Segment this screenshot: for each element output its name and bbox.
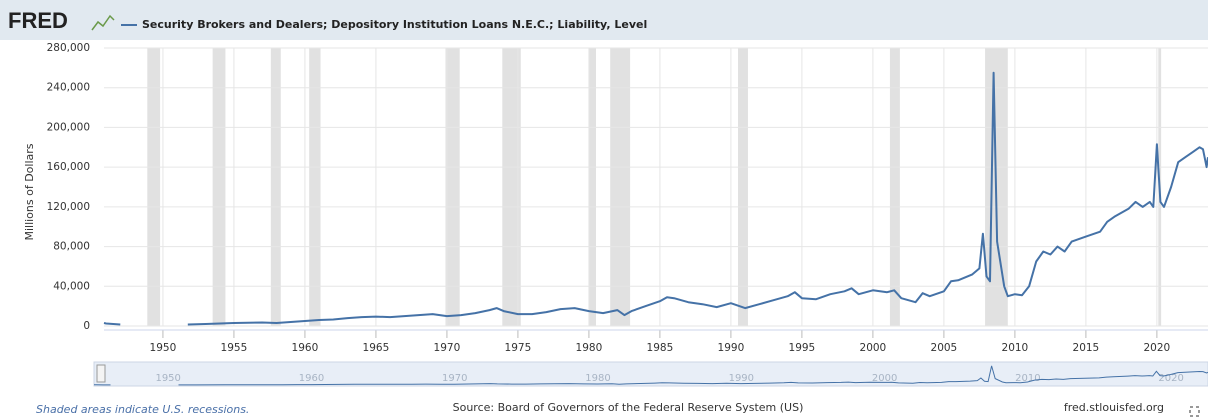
x-tick-label: 1975 bbox=[505, 342, 532, 354]
x-tick-label: 1980 bbox=[576, 342, 603, 354]
x-tick-label: 2000 bbox=[860, 342, 887, 354]
x-tick-label: 1970 bbox=[434, 342, 461, 354]
navigator-label: 1950 bbox=[155, 373, 180, 384]
recession-band bbox=[738, 48, 748, 326]
x-tick-label: 2005 bbox=[931, 342, 958, 354]
navigator-label: 2020 bbox=[1158, 373, 1183, 384]
x-tick-label: 1955 bbox=[221, 342, 248, 354]
y-tick-label: 200,000 bbox=[47, 121, 90, 133]
navigator-label: 1990 bbox=[729, 373, 754, 384]
recession-band bbox=[270, 48, 281, 326]
recession-band bbox=[889, 48, 900, 326]
logo: FRED bbox=[8, 8, 68, 33]
site: fred.stlouisfed.org bbox=[1064, 401, 1164, 414]
x-tick-label: 1950 bbox=[150, 342, 177, 354]
x-tick-label: 1995 bbox=[789, 342, 816, 354]
y-tick-label: 240,000 bbox=[47, 82, 90, 94]
recession-band bbox=[212, 48, 226, 326]
navigator[interactable] bbox=[93, 361, 1208, 387]
y-tick-label: 160,000 bbox=[47, 161, 90, 173]
series-line bbox=[103, 71, 1208, 326]
x-tick-label: 1990 bbox=[718, 342, 745, 354]
x-tick-label: 2020 bbox=[1144, 342, 1171, 354]
navigator-label: 2010 bbox=[1015, 373, 1040, 384]
header-band bbox=[0, 0, 1208, 40]
source: Source: Board of Governors of the Federa… bbox=[453, 401, 804, 414]
recession-band bbox=[610, 48, 631, 326]
y-tick-label: 0 bbox=[83, 320, 90, 332]
recession-band bbox=[309, 48, 321, 326]
navigator-label: 1960 bbox=[299, 373, 324, 384]
x-tick-label: 1985 bbox=[647, 342, 674, 354]
y-tick-label: 80,000 bbox=[53, 241, 90, 253]
navigator-label: 1970 bbox=[442, 373, 467, 384]
logo-icon bbox=[91, 14, 115, 31]
recession-band bbox=[445, 48, 460, 326]
resize-icon bbox=[1189, 406, 1200, 417]
y-tick-label: 40,000 bbox=[53, 280, 90, 292]
y-tick-label: 280,000 bbox=[47, 42, 90, 54]
y-axis-label: Millions of Dollars bbox=[23, 143, 36, 240]
recession-band bbox=[147, 48, 161, 326]
navigator-handle[interactable] bbox=[96, 364, 106, 383]
x-tick-label: 1960 bbox=[292, 342, 319, 354]
legend-label: Security Brokers and Dealers; Depository… bbox=[142, 18, 647, 31]
x-tick-label: 2010 bbox=[1002, 342, 1029, 354]
recession-note: Shaded areas indicate U.S. recessions. bbox=[36, 403, 249, 416]
navigator-label: 1980 bbox=[585, 373, 610, 384]
recession-band bbox=[502, 48, 521, 326]
x-tick-label: 2015 bbox=[1073, 342, 1100, 354]
y-tick-label: 120,000 bbox=[47, 201, 90, 213]
x-tick-label: 1965 bbox=[363, 342, 390, 354]
recession-band bbox=[588, 48, 597, 326]
navigator-line bbox=[94, 365, 1208, 386]
navigator-label: 2000 bbox=[872, 373, 897, 384]
